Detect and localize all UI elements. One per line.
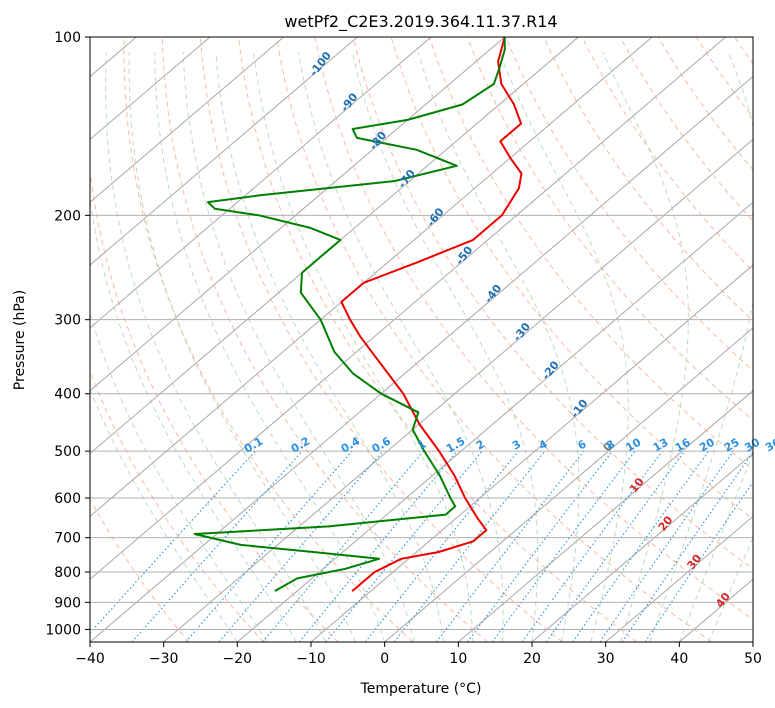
x-axis-label: Temperature (°C) bbox=[360, 681, 482, 697]
isotherm-line bbox=[90, 37, 432, 329]
mixing-ratio-line bbox=[621, 451, 753, 642]
isotherm-line bbox=[384, 327, 753, 642]
x-tick-label: −30 bbox=[149, 651, 179, 667]
isotherm-line bbox=[605, 515, 753, 642]
moist-adiabat bbox=[215, 51, 445, 642]
isotherm-line bbox=[531, 452, 753, 642]
moist-adiabat bbox=[351, 51, 539, 642]
isotherm-line bbox=[90, 37, 579, 455]
moist-adiabat bbox=[128, 51, 356, 642]
dry-adiabat bbox=[90, 369, 264, 642]
y-tick-label: 900 bbox=[54, 595, 81, 611]
isotherm-line bbox=[90, 37, 211, 141]
moist-adiabat bbox=[105, 51, 327, 642]
mixing-ratio-line bbox=[545, 450, 686, 642]
isotherm-line bbox=[90, 75, 753, 642]
dewpoint-profile bbox=[193, 37, 506, 592]
chart-title: wetPf2_C2E3.2019.364.11.37.R14 bbox=[284, 12, 557, 32]
moist-adiabat bbox=[90, 387, 238, 642]
moist-adiabat bbox=[602, 51, 689, 642]
y-tick-label: 1000 bbox=[45, 622, 81, 638]
mixing-ratio-line bbox=[521, 450, 663, 642]
moist-adiabat bbox=[678, 451, 753, 642]
moist-adiabat bbox=[253, 51, 474, 642]
isotherm-line bbox=[90, 37, 358, 266]
y-tick-label: 700 bbox=[54, 531, 81, 547]
moist-adiabat bbox=[708, 536, 753, 642]
dry-adiabat bbox=[123, 37, 414, 642]
mixing-ratio-line bbox=[572, 450, 710, 642]
mixing-ratio-line bbox=[131, 450, 303, 642]
dry-adiabat bbox=[161, 37, 488, 642]
dry-adiabat bbox=[543, 37, 753, 322]
x-tick-label: 30 bbox=[597, 651, 615, 667]
x-axis-ticks: −40 −30 −20 −10 0 10 20 30 40 50 bbox=[75, 642, 762, 667]
y-tick-label: 100 bbox=[54, 30, 81, 46]
isotherm-line bbox=[163, 138, 753, 642]
x-tick-label: 0 bbox=[380, 651, 389, 667]
isotherm-line bbox=[90, 37, 285, 203]
mixing-ratio-line bbox=[364, 450, 519, 642]
moist-adiabat bbox=[90, 195, 297, 642]
plot-frame bbox=[89, 36, 754, 643]
mixing-ratio-line bbox=[599, 450, 734, 642]
isotherm-line bbox=[752, 641, 753, 642]
y-tick-label: 200 bbox=[54, 208, 81, 224]
dry-adiabat bbox=[505, 37, 753, 372]
dry-adiabat bbox=[90, 167, 339, 642]
x-tick-label: 20 bbox=[523, 651, 541, 667]
y-tick-label: 800 bbox=[54, 565, 81, 581]
moist-adiabat bbox=[182, 51, 415, 642]
temperature-profile bbox=[340, 37, 523, 592]
mixing-ratio-line bbox=[491, 450, 636, 642]
dry-adiabat bbox=[276, 37, 712, 642]
x-tick-label: −40 bbox=[75, 651, 105, 667]
dry-adiabat bbox=[352, 37, 753, 570]
y-tick-label: 500 bbox=[54, 444, 81, 460]
moist-adiabat bbox=[417, 51, 580, 642]
moist-adiabat bbox=[649, 51, 753, 642]
isotherm-line bbox=[90, 37, 653, 518]
mixing-ratio-line bbox=[90, 450, 256, 634]
mixing-ratio-label: 36 bbox=[763, 435, 775, 454]
y-axis-label: Pressure (hPa) bbox=[12, 290, 28, 390]
x-tick-label: 50 bbox=[744, 651, 762, 667]
dry-adiabat bbox=[428, 37, 753, 471]
isotherm-line bbox=[90, 37, 727, 580]
mixing-ratio-line bbox=[467, 450, 613, 642]
moist-adiabat bbox=[499, 51, 629, 642]
mixing-ratio-line bbox=[262, 450, 425, 642]
x-tick-label: 40 bbox=[670, 651, 688, 667]
mixing-ratio-line bbox=[644, 481, 753, 642]
x-tick-label: −10 bbox=[296, 651, 326, 667]
dry-adiabat bbox=[314, 37, 753, 620]
x-tick-label: 10 bbox=[449, 651, 467, 667]
y-tick-label: 300 bbox=[54, 313, 81, 329]
plot-background bbox=[90, 37, 753, 642]
moist-adiabat bbox=[298, 51, 504, 642]
isotherm-line bbox=[90, 37, 506, 392]
sounding-profiles bbox=[193, 37, 523, 592]
isotherm-line bbox=[237, 201, 753, 642]
y-tick-label: 400 bbox=[54, 387, 81, 403]
dry-adiabat bbox=[199, 37, 563, 642]
moist-adiabat bbox=[154, 51, 386, 642]
isotherm-line bbox=[0, 37, 63, 642]
dry-adiabat bbox=[238, 37, 638, 642]
moist-adiabat bbox=[90, 312, 268, 642]
y-axis-ticks: 100 200 300 400 500 600 700 800 900 1000 bbox=[45, 30, 90, 638]
isotherm-line bbox=[310, 264, 753, 642]
pressure-gridlines bbox=[90, 37, 753, 630]
x-tick-label: −20 bbox=[223, 651, 253, 667]
y-tick-label: 600 bbox=[54, 491, 81, 507]
